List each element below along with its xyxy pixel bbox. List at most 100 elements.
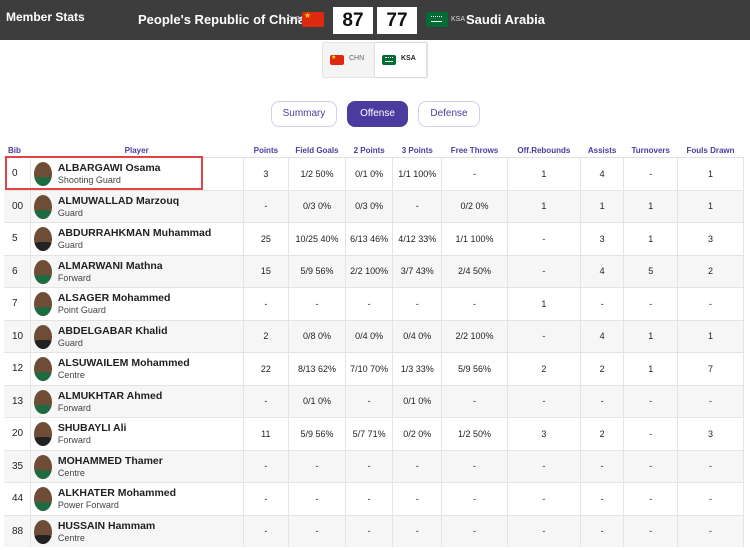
- col-header: 2 Points: [345, 143, 393, 158]
- team-tab-chn[interactable]: CHN: [323, 43, 374, 77]
- stat-ast: 2: [580, 417, 625, 450]
- stat-p3: 1/1 100%: [392, 157, 443, 190]
- player-cell[interactable]: ALMUWALLAD Marzouq Guard: [30, 189, 244, 223]
- player-cell[interactable]: ALSAGER Mohammed Point Guard: [30, 287, 244, 320]
- stat-p3: 3/7 43%: [392, 254, 443, 288]
- player-cell[interactable]: ALSUWAILEM Mohammed Centre: [30, 352, 244, 385]
- stat-p3: 0/1 0%: [392, 384, 443, 418]
- stat-to: -: [623, 449, 679, 483]
- team-tab-label: CHN: [349, 55, 365, 62]
- col-header: Free Throws: [441, 143, 508, 158]
- stat-p2: -: [345, 384, 394, 418]
- stat-ft: 0/2 0%: [441, 189, 508, 223]
- stat-ast: -: [580, 514, 625, 547]
- stat-fg: 5/9 56%: [288, 254, 346, 288]
- col-header: Off.Rebounds: [507, 143, 581, 158]
- header-bar: Member Stats People's Republic of China …: [0, 0, 750, 40]
- avatar: [33, 292, 52, 316]
- avatar: [33, 487, 52, 511]
- table-row[interactable]: 6 ALMARWANI Mathna Forward 15 5/9 56% 2/2 100…: [4, 254, 744, 288]
- table-row[interactable]: 0 ALBARGAWI Osama Shooting Guard 3 1/2 50% 0/…: [4, 157, 744, 190]
- bib-number: 35: [4, 449, 31, 483]
- stat-fd: 3: [677, 417, 744, 450]
- col-header: Fouls Drawn: [677, 143, 744, 158]
- player-name[interactable]: ALMUKHTAR Ahmed: [57, 389, 163, 402]
- player-cell[interactable]: ALBARGAWI Osama Shooting Guard: [30, 157, 244, 190]
- stat-ft: 2/4 50%: [441, 254, 508, 288]
- col-header: Points: [243, 143, 289, 158]
- stat-points: 22: [243, 352, 290, 385]
- page-title: Member Stats: [6, 10, 85, 24]
- stat-p2: 7/10 70%: [345, 352, 394, 385]
- player-name[interactable]: ALMARWANI Mathna: [57, 259, 163, 272]
- home-team-abbr: CHN: [287, 16, 303, 23]
- avatar: [33, 324, 52, 349]
- table-row[interactable]: 88 HUSSAIN Hammam Centre - - - - - - - - -: [4, 514, 744, 547]
- stat-oreb: -: [507, 254, 581, 288]
- table-row[interactable]: 5 ABDURRAHKMAN Muhammad Guard 25 10/25 40% 6/…: [4, 222, 744, 255]
- stat-fd: -: [677, 287, 744, 320]
- table-row[interactable]: 10 ABDELGABAR Khalid Guard 2 0/8 0% 0/4 0% 0/4…: [4, 319, 744, 353]
- player-name[interactable]: ABDURRAHKMAN Muhammad: [57, 227, 212, 239]
- bib-number: 6: [4, 254, 31, 288]
- stat-p2: -: [345, 514, 394, 547]
- stat-p2: -: [345, 482, 394, 515]
- table-row[interactable]: 13 ALMUKHTAR Ahmed Forward -0/1 0% -0/1 0% - -…: [4, 384, 744, 418]
- table-row[interactable]: 35 MOHAMMED Thamer Centre - - - - - - - - -: [4, 449, 744, 483]
- player-cell[interactable]: ALKHATER Mohammed Power Forward: [30, 482, 244, 515]
- player-cell[interactable]: ABDELGABAR Khalid Guard: [30, 319, 244, 353]
- bib-number: 13: [4, 384, 31, 418]
- player-name[interactable]: ABDELGABAR Khalid: [57, 324, 168, 337]
- table-row[interactable]: 20 SHUBAYLI Ali Forward 11 5/9 56% 5/7 71% 0/2…: [4, 417, 744, 450]
- stat-p2: 0/3 0%: [345, 189, 394, 223]
- avatar: [33, 162, 52, 186]
- player-cell[interactable]: MOHAMMED Thamer Centre: [30, 449, 244, 483]
- stat-points: 11: [243, 417, 290, 450]
- table-row[interactable]: 7 ALSAGER Mohammed Point Guard - - - - -1- - -: [4, 287, 744, 320]
- stat-oreb: 2: [507, 352, 581, 385]
- player-name[interactable]: SHUBAYLI Ali: [57, 422, 127, 434]
- stat-ft: 1/1 100%: [441, 222, 508, 255]
- player-cell[interactable]: ABDURRAHKMAN Muhammad Guard: [30, 222, 244, 255]
- player-stats-table: Bib Player Points Field Goals 2 Points 3…: [4, 143, 744, 547]
- player-name[interactable]: ALSAGER Mohammed: [57, 292, 171, 304]
- player-cell[interactable]: ALMARWANI Mathna Forward: [30, 254, 244, 288]
- stat-fd: 1: [677, 157, 744, 190]
- table-row[interactable]: 00 ALMUWALLAD Marzouq Guard -0/3 0% 0/3 0% -0…: [4, 189, 744, 223]
- stat-p3: -: [392, 287, 443, 320]
- player-cell[interactable]: ALMUKHTAR Ahmed Forward: [30, 384, 244, 418]
- table-row[interactable]: 12 ALSUWAILEM Mohammed Centre 22 8/13 62% 7/1…: [4, 352, 744, 385]
- player-name[interactable]: ALSUWAILEM Mohammed: [57, 357, 190, 369]
- stat-ft: -: [441, 482, 508, 515]
- stat-p3: 1/3 33%: [392, 352, 443, 385]
- tab-defense[interactable]: Defense: [418, 101, 480, 127]
- team-tab-ksa[interactable]: KSA: [375, 43, 426, 77]
- stat-fd: 2: [677, 254, 744, 288]
- stat-to: -: [623, 384, 679, 418]
- home-team-name: People's Republic of China: [138, 12, 306, 27]
- player-name[interactable]: ALKHATER Mohammed: [57, 487, 177, 499]
- stat-fg: 0/8 0%: [288, 319, 346, 353]
- stat-p3: 0/4 0%: [392, 319, 443, 353]
- stat-ast: 2: [580, 352, 625, 385]
- player-name[interactable]: ALMUWALLAD Marzouq: [57, 194, 180, 207]
- stat-to: 1: [623, 352, 679, 385]
- player-name[interactable]: MOHAMMED Thamer: [57, 454, 163, 467]
- avatar: [33, 454, 52, 479]
- stat-fg: 8/13 62%: [288, 352, 346, 385]
- player-cell[interactable]: SHUBAYLI Ali Forward: [30, 417, 244, 450]
- stat-ast: -: [580, 449, 625, 483]
- stat-fd: 7: [677, 352, 744, 385]
- tab-offense[interactable]: Offense: [347, 101, 408, 127]
- bib-number: 0: [4, 157, 31, 190]
- player-cell[interactable]: HUSSAIN Hammam Centre: [30, 514, 244, 547]
- avatar: [33, 422, 52, 446]
- stat-p2: 5/7 71%: [345, 417, 394, 450]
- player-position: Centre: [57, 467, 85, 478]
- stat-points: -: [243, 514, 290, 547]
- col-header: Bib: [4, 143, 31, 158]
- table-row[interactable]: 44 ALKHATER Mohammed Power Forward - - - - - - - -…: [4, 482, 744, 515]
- player-name[interactable]: ALBARGAWI Osama: [57, 162, 161, 174]
- player-name[interactable]: HUSSAIN Hammam: [57, 519, 156, 532]
- tab-summary[interactable]: Summary: [271, 101, 337, 127]
